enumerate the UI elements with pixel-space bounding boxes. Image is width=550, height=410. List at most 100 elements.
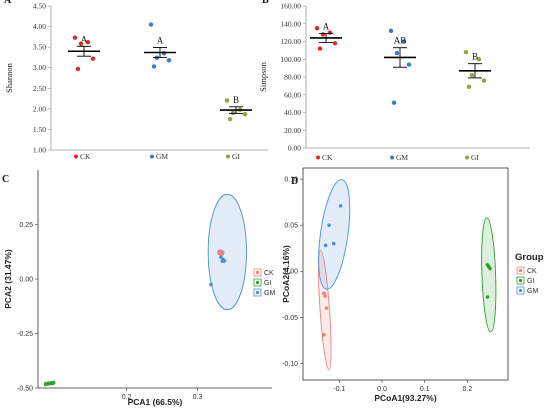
legend-marker [390, 155, 394, 160]
data-point [324, 306, 329, 310]
y-tick-label: 4.00 [33, 22, 46, 31]
data-point [51, 380, 56, 385]
data-point [148, 22, 154, 27]
legend-label: GI [471, 153, 479, 162]
panel-a-shannon-chart: A 1.00 1.50 2.00 2.50 3.00 3.50 4.00 4.50 Shannon… [4, 0, 268, 161]
significance-letter: AB [394, 36, 407, 46]
panel-c-pca-chart: C 0.2 0.3 0.25 0.00 -0.25 -0.50 PCA1 (66.5%) PCA… [2, 170, 275, 407]
y-tick-label: 0.25 [19, 222, 33, 229]
y-tick-label: 0.00 [284, 269, 298, 276]
x-tick-label: 0.1 [420, 386, 430, 393]
data-point [469, 73, 475, 78]
legend-label: CK [264, 270, 274, 277]
y-tick-label: 40.00 [284, 108, 301, 117]
data-point [338, 203, 343, 208]
y-tick-label: 0.05 [284, 223, 298, 230]
y-tick-label: 2.00 [33, 104, 46, 113]
y-tick-label: 0.10 [284, 177, 298, 184]
legend-marker [316, 155, 320, 160]
significance-letter: A [323, 22, 330, 32]
legend-marker [226, 154, 230, 159]
legend-label: GM [396, 153, 408, 162]
confidence-ellipse [318, 179, 351, 290]
legend-marker [255, 290, 260, 295]
y-tick-label: 100.00 [280, 55, 301, 64]
y-tick-label: 160.00 [280, 2, 301, 11]
data-point [391, 100, 397, 105]
data-point [72, 35, 78, 40]
x-tick-label: 0.3 [193, 394, 203, 401]
data-point [463, 49, 469, 55]
data-point [485, 295, 490, 299]
y-tick-label: -0.05 [282, 315, 298, 322]
legend-label: CK [527, 268, 537, 275]
panel-label: B [262, 0, 269, 6]
legend-label: GI [527, 278, 534, 285]
data-point [90, 56, 96, 61]
y-tick-label: 140.00 [280, 19, 301, 28]
x-axis-label: PCoA1(93.27%) [374, 393, 437, 403]
legend-title: Group [515, 252, 544, 263]
legend-marker [518, 268, 523, 273]
significance-letter: B [233, 95, 239, 105]
legend-marker [518, 288, 523, 293]
legend-marker [150, 154, 154, 159]
confidence-ellipse [481, 217, 497, 333]
x-tick-label: 0.2 [122, 394, 132, 401]
confidence-ellipse [318, 249, 332, 371]
data-point [242, 112, 248, 117]
significance-letter: B [472, 52, 478, 62]
panel-b-simpson-chart: B 0.00 20.00 40.00 60.00 80.00 100.00 120.00 140… [258, 0, 530, 162]
data-point [401, 39, 407, 44]
data-point [44, 382, 48, 387]
data-point [151, 64, 157, 69]
legend-label: CK [322, 153, 333, 162]
y-tick-label: 4.50 [33, 2, 46, 11]
data-point [331, 241, 336, 246]
legend-label: GM [264, 290, 275, 297]
y-tick-label: 120.00 [280, 37, 301, 46]
data-point [85, 40, 91, 45]
significance-letter: A [157, 36, 164, 46]
x-tick-label: -0.1 [333, 386, 345, 393]
significance-letter: A [81, 34, 88, 44]
data-point [327, 223, 331, 227]
y-axis-label: PCA2 (31.47%) [3, 249, 13, 309]
y-tick-label: -0.50 [17, 386, 33, 393]
y-tick-label: 1.00 [33, 146, 46, 155]
data-point [219, 250, 223, 255]
y-tick-label: -0.25 [17, 331, 33, 338]
data-point [322, 291, 326, 296]
data-point [166, 58, 172, 63]
y-axis-label: PCoA2(4.16%) [281, 245, 291, 303]
panel-label: C [2, 174, 9, 185]
y-tick-label: 1.50 [33, 125, 46, 134]
data-point [323, 243, 328, 248]
y-tick-label: 2.50 [33, 84, 46, 93]
data-point [314, 25, 320, 31]
data-point [209, 282, 213, 287]
legend-marker [255, 270, 260, 275]
data-point [406, 62, 412, 67]
plot-frame [302, 167, 509, 381]
data-point [466, 84, 472, 89]
data-point [388, 28, 394, 34]
legend-label: GM [527, 288, 538, 295]
y-tick-label: 0.00 [19, 277, 33, 284]
y-tick-label: 60.00 [284, 90, 301, 99]
data-point [332, 41, 338, 46]
data-point [224, 98, 230, 103]
data-point [320, 32, 326, 37]
y-tick-label: 3.50 [33, 43, 46, 52]
panel-d-pcoa-chart: D -0.1 0.0 0.1 0.2 0.10 0.05 0.00 -0.05 -0.10 PCoA… [281, 167, 544, 403]
legend-label: GM [156, 152, 168, 161]
data-point [227, 116, 233, 122]
y-tick-label: 3.00 [33, 63, 46, 72]
y-tick-label: 80.00 [284, 73, 301, 82]
y-tick-label: -0.10 [282, 361, 298, 368]
x-tick-label: 0.0 [377, 386, 387, 393]
data-point [221, 257, 225, 262]
data-point [78, 41, 84, 47]
data-point [476, 57, 482, 62]
